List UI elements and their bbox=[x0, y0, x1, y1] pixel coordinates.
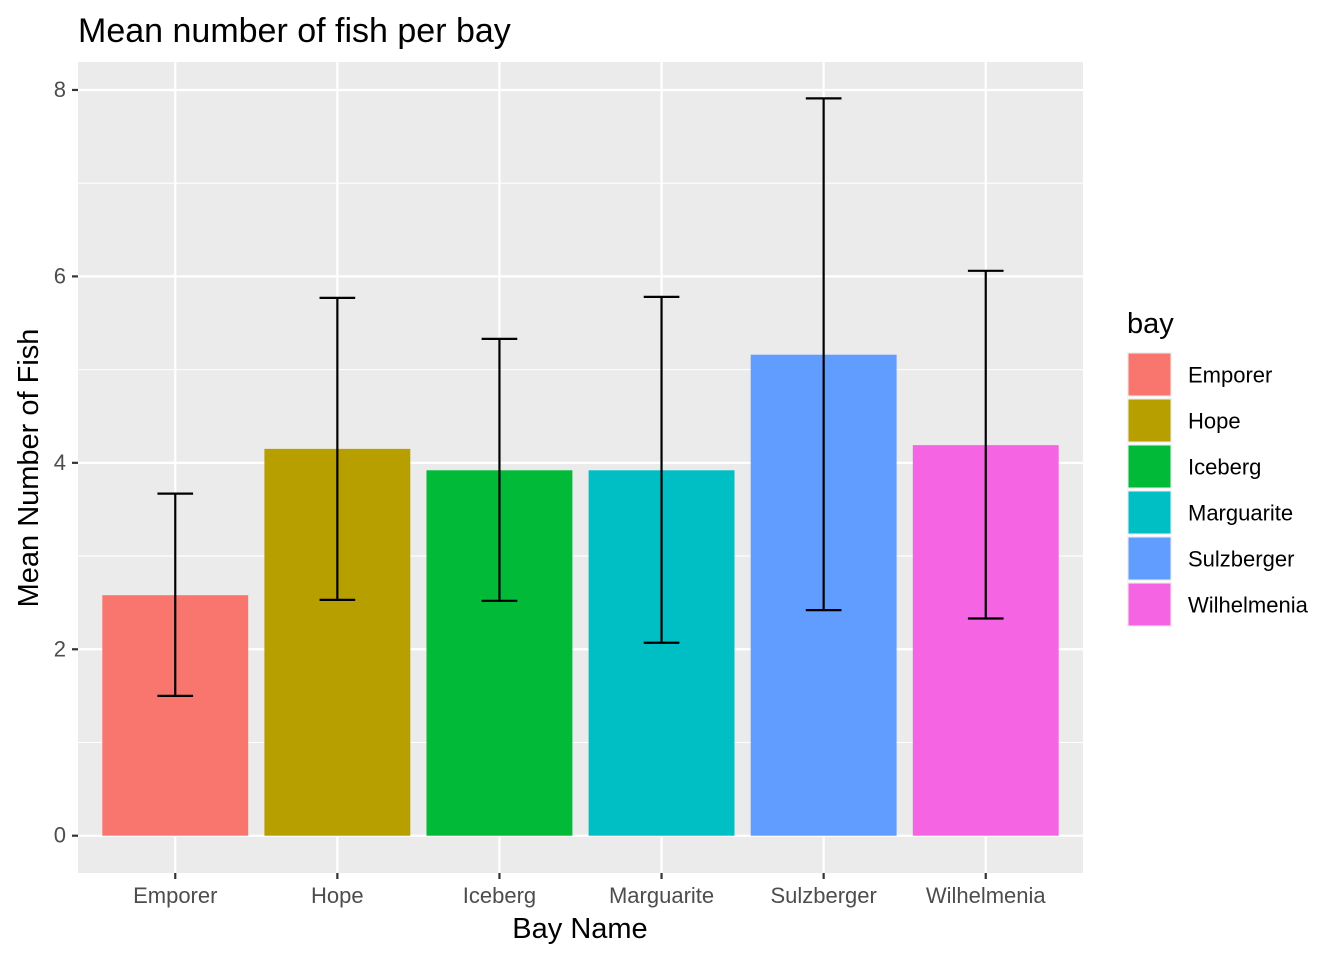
x-tick-label: Hope bbox=[311, 883, 364, 908]
legend: bay Emporer Hope Iceberg Marguarite Sulzberg… bbox=[1127, 308, 1309, 627]
legend-label: Emporer bbox=[1188, 363, 1272, 388]
error-bar-emporer bbox=[157, 492, 194, 697]
bars bbox=[102, 354, 1059, 836]
y-tick-label: 6 bbox=[54, 263, 66, 288]
error-bar-wilhelmenia bbox=[967, 269, 1004, 620]
legend-label: Sulzberger bbox=[1188, 547, 1294, 572]
legend-swatch-emporer bbox=[1128, 353, 1171, 396]
error-bar-sulzberger bbox=[805, 97, 842, 612]
error-bar-hope bbox=[319, 296, 356, 601]
x-axis-title: Bay Name bbox=[512, 913, 647, 945]
chart-title: Mean number of fish per bay bbox=[78, 12, 511, 50]
y-tick-label: 4 bbox=[54, 450, 66, 475]
legend-title: bay bbox=[1127, 308, 1174, 340]
y-axis: 0 2 4 6 8 bbox=[54, 77, 78, 848]
legend-label: Iceberg bbox=[1188, 455, 1261, 480]
legend-swatch-hope bbox=[1128, 399, 1171, 442]
y-tick-label: 0 bbox=[54, 823, 66, 848]
x-tick-label: Wilhelmenia bbox=[926, 883, 1047, 908]
error-bar-marguarite bbox=[643, 295, 680, 644]
legend-label: Wilhelmenia bbox=[1188, 593, 1309, 618]
y-tick-label: 2 bbox=[54, 636, 66, 661]
legend-swatch-marguarite bbox=[1128, 491, 1171, 534]
error-bar-iceberg bbox=[481, 337, 518, 602]
legend-swatch-iceberg bbox=[1128, 445, 1171, 488]
x-tick-label: Marguarite bbox=[609, 883, 714, 908]
legend-swatch-wilhelmenia bbox=[1128, 583, 1171, 626]
legend-label: Hope bbox=[1188, 409, 1241, 434]
legend-swatch-sulzberger bbox=[1128, 537, 1171, 580]
x-axis: Emporer Hope Iceberg Marguarite Sulzberger Wi… bbox=[133, 873, 1046, 908]
y-axis-title: Mean Number of Fish bbox=[13, 329, 45, 608]
error-bars bbox=[157, 97, 1004, 697]
y-tick-label: 8 bbox=[54, 77, 66, 102]
x-tick-label: Sulzberger bbox=[770, 883, 876, 908]
x-tick-label: Iceberg bbox=[463, 883, 536, 908]
x-tick-label: Emporer bbox=[133, 883, 217, 908]
legend-label: Marguarite bbox=[1188, 501, 1293, 526]
